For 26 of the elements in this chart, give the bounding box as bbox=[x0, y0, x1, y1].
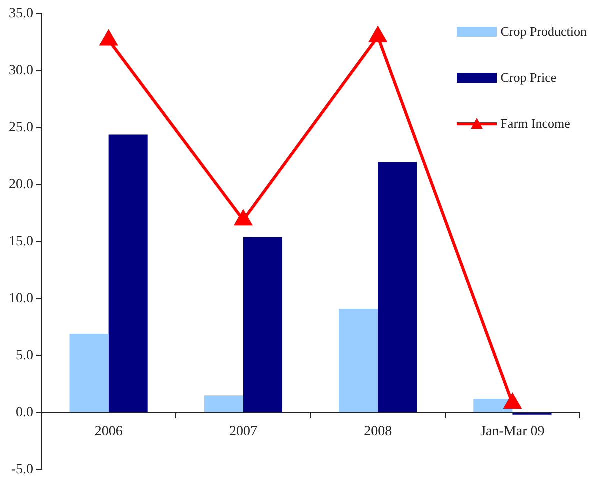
bar bbox=[108, 134, 148, 412]
bar bbox=[339, 309, 378, 412]
bar bbox=[70, 334, 109, 412]
x-tick-label: Jan-Mar 09 bbox=[480, 424, 545, 440]
bar bbox=[378, 162, 418, 412]
legend-label: Crop Price bbox=[500, 70, 557, 86]
x-tick-label: 2008 bbox=[364, 424, 392, 440]
point bbox=[370, 27, 386, 42]
bar bbox=[204, 396, 244, 412]
y-tick-label: 0.0 bbox=[16, 405, 34, 420]
x-tick-label: 2006 bbox=[94, 424, 123, 440]
y-tick-label: 30.0 bbox=[9, 64, 34, 79]
y-tick-label: -5.0 bbox=[11, 462, 34, 478]
y-tick-label: 5.0 bbox=[16, 348, 34, 364]
y-tick-label: 35.0 bbox=[9, 6, 34, 22]
x-tick-label: 2007 bbox=[229, 424, 258, 440]
point bbox=[235, 210, 252, 226]
bar bbox=[243, 237, 282, 412]
point bbox=[100, 30, 118, 46]
y-tick-label: 20.0 bbox=[9, 178, 34, 193]
y-tick-label: 15.0 bbox=[9, 234, 34, 250]
legend-label: Farm Income bbox=[500, 116, 570, 132]
y-tick-label: 10.0 bbox=[9, 291, 34, 306]
legend-label: Crop Production bbox=[500, 24, 587, 40]
y-tick-label: 25.0 bbox=[9, 120, 34, 136]
point bbox=[504, 394, 522, 410]
